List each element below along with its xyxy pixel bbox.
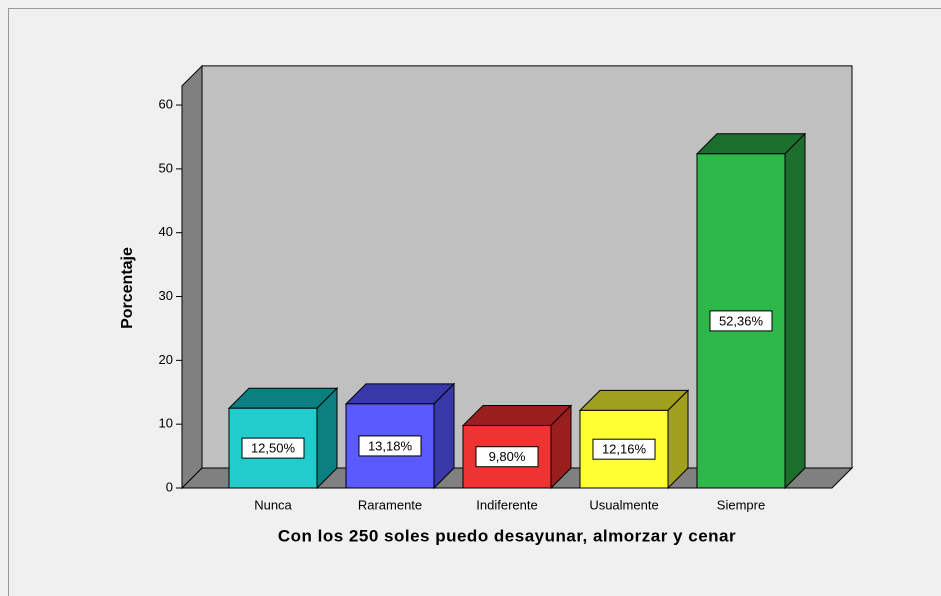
value-label-box bbox=[592, 438, 656, 460]
x-tick-label: Nunca bbox=[254, 497, 292, 512]
x-tick-label: Raramente bbox=[358, 497, 422, 512]
side-wall bbox=[181, 64, 203, 490]
value-label: 13,18% bbox=[368, 438, 413, 453]
y-tick-label: 10 bbox=[159, 416, 173, 431]
y-tick-label: 30 bbox=[159, 288, 173, 303]
value-label-box bbox=[475, 446, 539, 468]
y-tick-label: 0 bbox=[166, 479, 173, 494]
bar-side bbox=[784, 132, 806, 490]
x-tick-label: Siempre bbox=[717, 497, 765, 512]
y-tick-label: 50 bbox=[159, 160, 173, 175]
value-label-box bbox=[709, 310, 773, 332]
y-tick-label: 20 bbox=[159, 352, 173, 367]
y-tick-label: 40 bbox=[159, 224, 173, 239]
x-axis-title: Con los 250 soles puedo desayunar, almor… bbox=[278, 526, 736, 545]
value-label-box bbox=[241, 437, 305, 459]
x-tick-label: Indiferente bbox=[476, 497, 537, 512]
value-label: 12,50% bbox=[251, 441, 296, 456]
value-label: 9,80% bbox=[489, 449, 526, 464]
x-tick-label: Usualmente bbox=[589, 497, 658, 512]
y-axis-title: Porcentaje bbox=[119, 247, 136, 329]
y-tick-label: 60 bbox=[159, 96, 173, 111]
value-label: 12,16% bbox=[602, 442, 647, 457]
value-label-box bbox=[358, 435, 422, 457]
value-label: 52,36% bbox=[719, 313, 764, 328]
